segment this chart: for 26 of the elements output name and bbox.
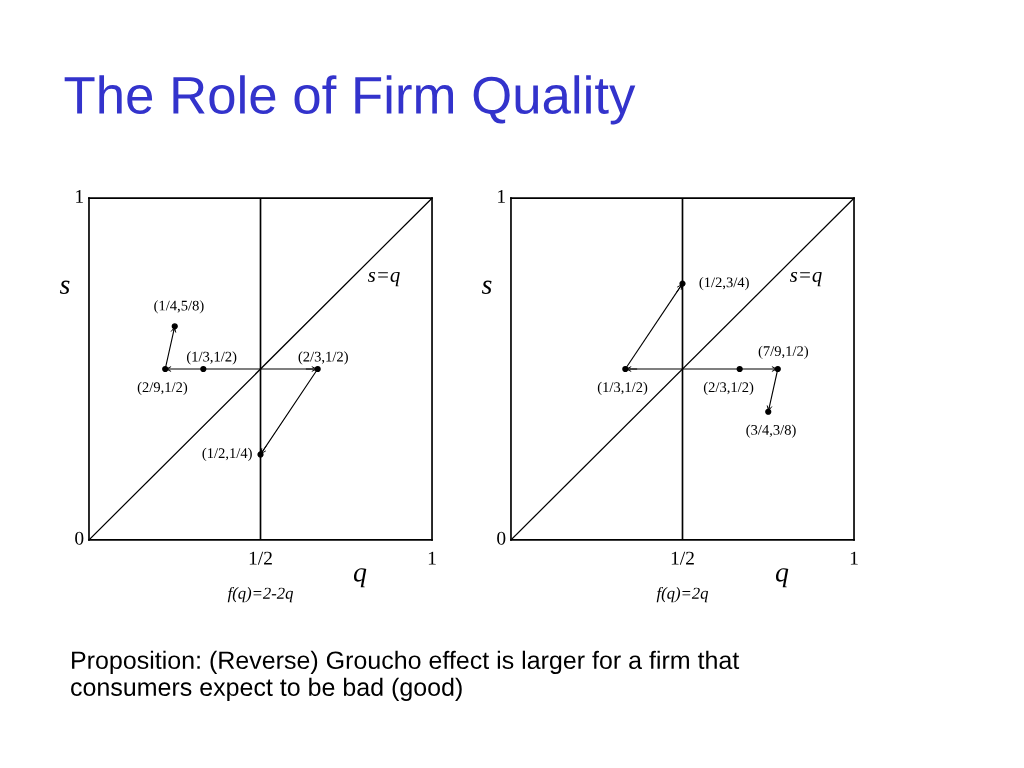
annotation: (2/3,1/2) (703, 381, 754, 396)
annotation: (2/9,1/2) (137, 381, 188, 396)
x-axis-title: q (775, 568, 789, 588)
annotation: (2/3,1/2) (298, 351, 348, 365)
y-axis-title: s (481, 280, 492, 294)
x-tick-label: 1 (428, 551, 436, 565)
annotation: (1/2,3/4) (699, 276, 749, 291)
chart-title: The Role of Firm Quality (64, 75, 636, 125)
y-tick-label: 0 (497, 531, 506, 545)
annotation: (1/4,5/8) (154, 300, 204, 314)
annotation: (1/2,1/4) (202, 447, 252, 462)
annotation: (1/3,1/2) (597, 381, 648, 396)
y-axis-title: s (59, 280, 70, 294)
series-label: s=q (367, 271, 400, 287)
text: f(q)=2q (656, 586, 709, 603)
text: f(q)=2-2q (227, 586, 294, 603)
annotation: (7/9,1/2) (758, 345, 809, 359)
x-tick-label: 1/2 (249, 551, 272, 565)
annotation: (3/4,3/8) (746, 424, 796, 438)
series-label: s=q (789, 271, 822, 287)
text: Proposition: (Reverse) Groucho effect is larger for a firm that consumers expect to be bad (good) (71, 650, 740, 701)
x-tick-label: 1 (850, 551, 858, 565)
x-tick-label: 1/2 (671, 551, 694, 565)
x-axis-title: q (353, 568, 367, 588)
y-tick-label: 0 (75, 531, 84, 545)
annotation: (1/3,1/2) (186, 351, 237, 365)
